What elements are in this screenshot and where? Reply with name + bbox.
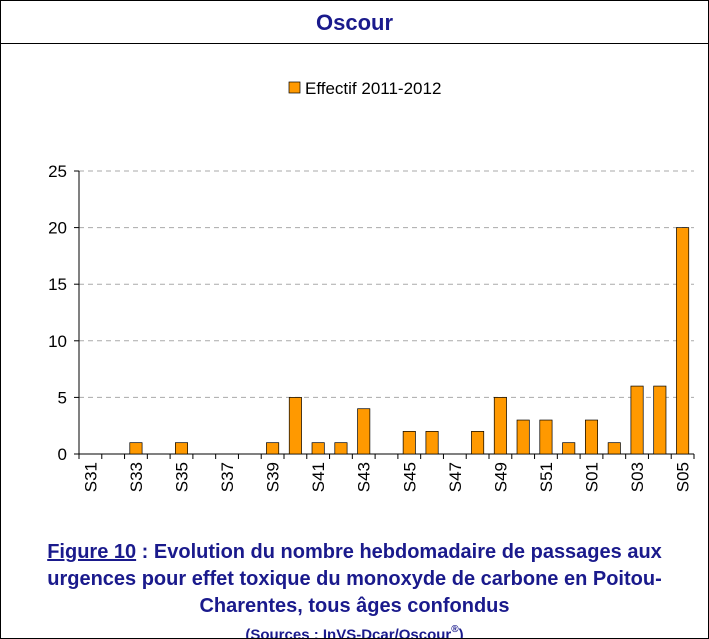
x-tick-label: S31: [81, 462, 100, 492]
x-tick-label: S05: [674, 462, 693, 492]
sources-end: ): [458, 626, 464, 639]
x-tick-label: S45: [400, 462, 419, 492]
x-tick-label: S33: [127, 462, 146, 492]
bar: [471, 431, 485, 455]
x-tick-label: S47: [446, 462, 465, 492]
bar: [357, 408, 371, 455]
bar: [607, 442, 621, 455]
bar: [266, 442, 280, 455]
chart: 0 5 10 15 20 25 Effectif 2011-2012 S31 S33 S35 S37…: [48, 79, 695, 492]
y-tick-label: 20: [48, 219, 67, 238]
bar: [175, 442, 189, 455]
y-tick-label: 5: [58, 388, 67, 407]
sources: (Sources : InVS-Dcar/Oscour: [245, 626, 452, 639]
x-tick-label: S37: [218, 462, 237, 492]
x-tick-label: S41: [309, 462, 328, 492]
y-tick-label: 25: [48, 162, 67, 181]
legend-swatch: [288, 81, 301, 94]
x-tick-label: S35: [173, 462, 192, 492]
y-tick-label: 10: [48, 332, 67, 351]
caption-text: : Evolution du nombre hebdomadaire de pa…: [47, 541, 662, 617]
bar: [334, 442, 348, 455]
bar: [516, 419, 530, 455]
legend-label: Effectif 2011-2012: [305, 79, 441, 98]
x-tick-label: S01: [583, 462, 602, 492]
y-tick-label: 15: [48, 275, 67, 294]
bar: [402, 431, 416, 455]
title: Oscour: [1, 1, 708, 44]
x-tick-label: S39: [264, 462, 283, 492]
caption: Figure 10 : Evolution du nombre hebdomad…: [1, 539, 708, 639]
x-tick-label: S49: [491, 462, 510, 492]
bar: [288, 397, 302, 455]
bar: [676, 227, 690, 455]
x-tick-label: S51: [537, 462, 556, 492]
bar: [539, 419, 553, 455]
bar: [630, 385, 644, 455]
bar: [653, 385, 667, 455]
x-tick-label: S43: [355, 462, 374, 492]
bar: [129, 442, 143, 455]
bar: [584, 419, 598, 455]
figure-label: Figure 10: [47, 541, 137, 563]
y-tick-label: 0: [58, 445, 67, 464]
bar: [493, 397, 507, 455]
bar: [425, 431, 439, 455]
bar: [562, 442, 576, 455]
bar: [311, 442, 325, 455]
x-tick-label: S03: [628, 462, 647, 492]
sources-mark: ®: [451, 624, 459, 635]
